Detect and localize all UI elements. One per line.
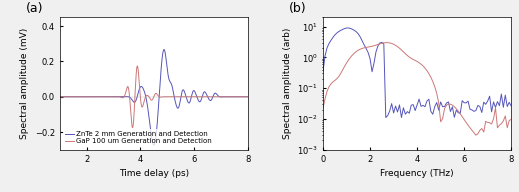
ZnTe 2 mm Generation and Detection	[208, 99, 214, 101]
Text: (b): (b)	[289, 2, 307, 15]
X-axis label: Frequency (THz): Frequency (THz)	[380, 169, 454, 178]
Legend: ZnTe 2 mm Generation and Detection, GaP 100 um Generation and Detection: ZnTe 2 mm Generation and Detection, GaP …	[63, 129, 214, 146]
GaP 100 um Generation and Detection	[244, 96, 251, 98]
GaP 100 um Generation and Detection	[153, 92, 159, 95]
ZnTe 2 mm Generation and Detection	[244, 96, 251, 98]
ZnTe 2 mm Generation and Detection	[153, 137, 159, 140]
GaP 100 um Generation and Detection	[122, 92, 129, 94]
Y-axis label: Spectral amplitude (mV): Spectral amplitude (mV)	[20, 28, 29, 139]
ZnTe 2 mm Generation and Detection	[165, 75, 171, 78]
GaP 100 um Generation and Detection	[66, 96, 72, 98]
X-axis label: Time delay (ps): Time delay (ps)	[119, 169, 189, 178]
ZnTe 2 mm Generation and Detection	[161, 48, 167, 51]
Text: (a): (a)	[26, 2, 43, 15]
ZnTe 2 mm Generation and Detection	[66, 96, 72, 98]
ZnTe 2 mm Generation and Detection	[151, 144, 157, 146]
Line: GaP 100 um Generation and Detection: GaP 100 um Generation and Detection	[60, 66, 248, 127]
GaP 100 um Generation and Detection	[208, 96, 214, 98]
GaP 100 um Generation and Detection	[165, 96, 171, 98]
Line: ZnTe 2 mm Generation and Detection: ZnTe 2 mm Generation and Detection	[60, 50, 248, 145]
ZnTe 2 mm Generation and Detection	[122, 96, 129, 98]
Y-axis label: Spectral amplitude (arb): Spectral amplitude (arb)	[283, 28, 292, 139]
ZnTe 2 mm Generation and Detection	[132, 101, 138, 103]
ZnTe 2 mm Generation and Detection	[57, 96, 63, 98]
GaP 100 um Generation and Detection	[134, 65, 141, 67]
GaP 100 um Generation and Detection	[132, 92, 138, 94]
GaP 100 um Generation and Detection	[57, 96, 63, 98]
GaP 100 um Generation and Detection	[129, 126, 135, 129]
